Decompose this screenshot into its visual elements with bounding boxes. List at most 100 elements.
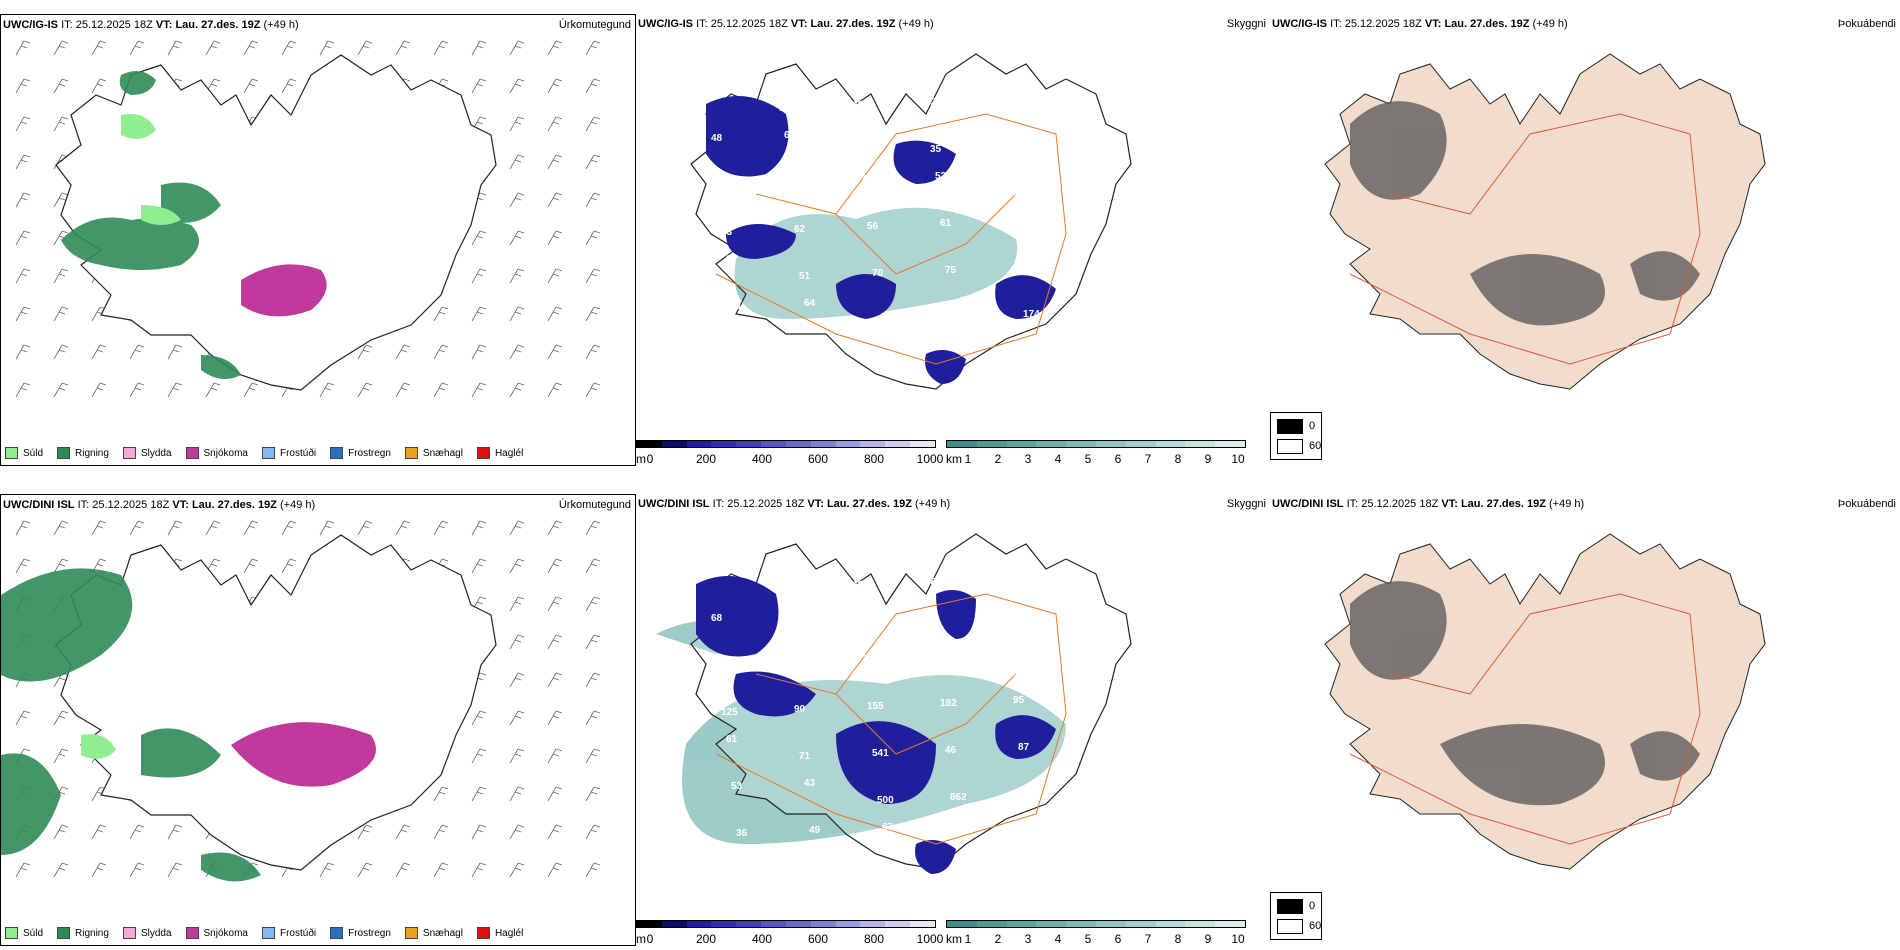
precip-area-rain — [61, 71, 241, 379]
colorbar-segment — [1125, 921, 1156, 927]
cloud-base-label: 40 — [852, 100, 864, 111]
wind-barb — [547, 596, 563, 612]
wind-barb — [129, 520, 145, 536]
wind-barb — [547, 710, 563, 726]
wind-barb — [547, 230, 563, 246]
colorbar-tick: 3 — [1024, 932, 1032, 946]
colorbar-segment — [885, 441, 911, 447]
cloud-base-label: 71 — [799, 751, 811, 762]
cloud-base-label: 62 — [789, 177, 801, 188]
cloud-base-label: 56 — [867, 221, 879, 232]
colorbar-tick: 0 — [646, 452, 654, 466]
cloud-base-label: 64 — [804, 298, 816, 309]
precip-area-snow — [241, 264, 327, 317]
wind-barb — [395, 520, 411, 536]
wind-barb — [471, 824, 487, 840]
colorbar-segment — [1066, 921, 1096, 927]
cloud-base-label: 49 — [809, 825, 821, 836]
cloud-base-label: 38 — [1008, 188, 1020, 199]
cloud-base-label: 87 — [1018, 742, 1030, 753]
colorbar-tick: 1000 — [916, 452, 944, 466]
wind-barb — [281, 78, 297, 94]
precip-map — [15, 40, 601, 398]
wind-barb — [585, 268, 601, 284]
wind-barb — [53, 268, 69, 284]
wind-barb — [547, 786, 563, 802]
cloud-base-label: 71 — [930, 624, 942, 635]
wind-barb — [547, 40, 563, 56]
colorbar-tick: 200 — [695, 932, 717, 946]
precip-area-rain — [1, 568, 261, 882]
wind-barb — [357, 520, 373, 536]
wind-barb — [129, 382, 145, 398]
wind-barb — [585, 78, 601, 94]
wind-barb — [433, 824, 449, 840]
cloud-base-label: 90 — [794, 704, 806, 715]
wind-barb — [319, 382, 335, 398]
cloud-base-label: 42 — [716, 660, 728, 671]
cloud-base-label: 136 — [950, 312, 967, 323]
panel-title: Þokuábendi — [1837, 498, 1896, 510]
wind-barb — [509, 634, 525, 650]
colorbar-segment — [810, 921, 836, 927]
wind-barb — [509, 154, 525, 170]
cloud-base-label: 52 — [935, 171, 947, 182]
cloud-base-label: 53 — [1003, 621, 1015, 632]
roads — [1349, 593, 1701, 845]
panel-header: UWC/IG-IS IT: 25.12.2025 18Z VT: Lau. 27… — [638, 18, 934, 30]
wind-barb — [53, 344, 69, 360]
wind-barb — [395, 824, 411, 840]
panel-header: UWC/DINI ISL IT: 25.12.2025 18Z VT: Lau.… — [1272, 498, 1585, 510]
wind-barb — [53, 748, 69, 764]
roads — [715, 113, 1067, 365]
cloud-base-label: 46 — [955, 819, 967, 830]
wind-barb — [167, 520, 183, 536]
colorbar-tick: 800 — [863, 452, 885, 466]
wind-barb — [433, 382, 449, 398]
wind-barb — [433, 786, 449, 802]
wind-barb — [357, 344, 373, 360]
wind-barb — [243, 78, 259, 94]
colorbar-tick: 1 — [964, 932, 972, 946]
wind-barb — [205, 40, 221, 56]
panel-header: UWC/IG-IS IT: 25.12.2025 18Z VT: Lau. 27… — [3, 19, 299, 31]
wind-barb — [319, 40, 335, 56]
colorbar-segment — [637, 441, 662, 447]
cloud-base-label: 62 — [925, 97, 937, 108]
legend-item: Slydda — [122, 927, 172, 939]
wind-barb — [509, 268, 525, 284]
wind-barb — [471, 520, 487, 536]
wind-barb — [547, 116, 563, 132]
legend-item: Rigning — [57, 447, 109, 459]
colorbar-segment — [661, 921, 687, 927]
wind-barb — [91, 40, 107, 56]
colorbar-segment — [637, 921, 662, 927]
fog-index-area — [1350, 101, 1700, 326]
colorbar-segment — [661, 441, 687, 447]
colorbar-segment — [736, 441, 762, 447]
wind-barb — [585, 520, 601, 536]
colorbar-segment — [947, 921, 977, 927]
wind-barb — [547, 192, 563, 208]
fog-map — [1324, 533, 1766, 870]
colorbar-segment — [761, 441, 786, 447]
colorbar-tick: 800 — [863, 932, 885, 946]
legend-item: Frostúði — [261, 447, 316, 459]
iceland-coastline — [55, 534, 497, 871]
wind-barb — [53, 382, 69, 398]
wind-barb — [585, 672, 601, 688]
colorbar-segment — [1185, 921, 1216, 927]
wind-barb — [205, 520, 221, 536]
wind-barb — [395, 40, 411, 56]
wind-barb — [585, 306, 601, 322]
colorbar-segment — [1185, 441, 1216, 447]
cloud-base-labels: 57 70 42 48 50 68 54 63 71 53 42 37 30 36 31 125 90 155 19… — [706, 566, 1035, 839]
wind-barb — [509, 862, 525, 878]
cloud-base-label: 68 — [1018, 262, 1030, 273]
wind-barb — [585, 344, 601, 360]
wind-barb — [91, 520, 107, 536]
wind-barb — [585, 596, 601, 612]
cloud-base-label: 48 — [711, 133, 723, 144]
colorbar-tick: 4 — [1054, 452, 1062, 466]
cloud-base-label: 62 — [794, 224, 806, 235]
